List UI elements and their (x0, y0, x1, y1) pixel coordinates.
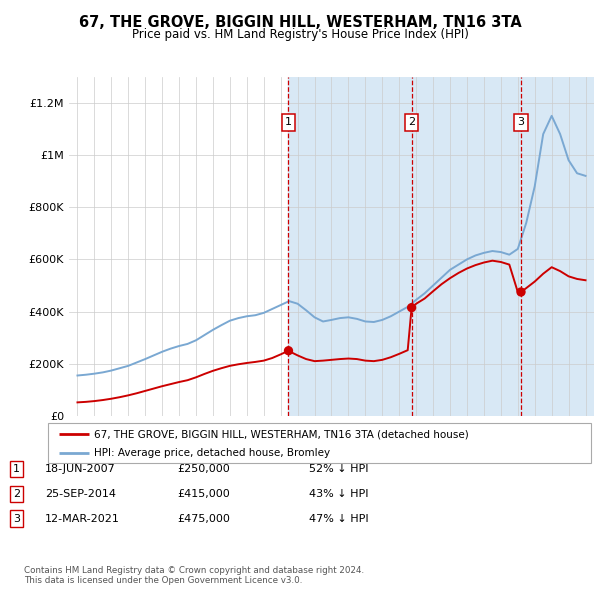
Text: 67, THE GROVE, BIGGIN HILL, WESTERHAM, TN16 3TA (detached house): 67, THE GROVE, BIGGIN HILL, WESTERHAM, T… (94, 430, 469, 440)
Text: Contains HM Land Registry data © Crown copyright and database right 2024.
This d: Contains HM Land Registry data © Crown c… (24, 566, 364, 585)
Text: 3: 3 (13, 514, 20, 523)
Bar (412, 77, 521, 416)
Text: 1: 1 (13, 464, 20, 474)
Point (284, 346, 293, 355)
Text: £415,000: £415,000 (177, 489, 230, 499)
Bar (289, 77, 412, 416)
Text: 67, THE GROVE, BIGGIN HILL, WESTERHAM, TN16 3TA: 67, THE GROVE, BIGGIN HILL, WESTERHAM, T… (79, 15, 521, 30)
Text: Price paid vs. HM Land Registry's House Price Index (HPI): Price paid vs. HM Land Registry's House … (131, 28, 469, 41)
Text: 2: 2 (408, 117, 415, 127)
Text: £250,000: £250,000 (177, 464, 230, 474)
Text: 3: 3 (518, 117, 524, 127)
Point (407, 303, 416, 312)
Text: 25-SEP-2014: 25-SEP-2014 (45, 489, 116, 499)
Text: 47% ↓ HPI: 47% ↓ HPI (309, 514, 368, 523)
Bar (521, 77, 594, 416)
Text: 43% ↓ HPI: 43% ↓ HPI (309, 489, 368, 499)
Text: 1: 1 (285, 117, 292, 127)
FancyBboxPatch shape (48, 423, 591, 463)
Point (516, 287, 526, 297)
Text: HPI: Average price, detached house, Bromley: HPI: Average price, detached house, Brom… (94, 448, 330, 458)
Text: 12-MAR-2021: 12-MAR-2021 (45, 514, 120, 523)
Text: 2: 2 (13, 489, 20, 499)
Text: 52% ↓ HPI: 52% ↓ HPI (309, 464, 368, 474)
Text: £475,000: £475,000 (177, 514, 230, 523)
Text: 18-JUN-2007: 18-JUN-2007 (45, 464, 116, 474)
